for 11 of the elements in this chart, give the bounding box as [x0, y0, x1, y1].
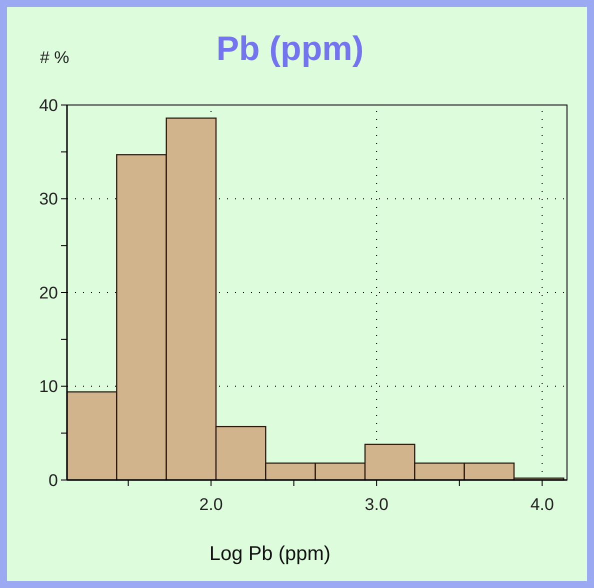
y-tick-label: 10	[39, 377, 58, 396]
chart-title: Pb (ppm)	[216, 30, 364, 68]
x-tick-label: 3.0	[364, 495, 388, 514]
y-tick-label: 30	[39, 190, 58, 209]
x-tick-label: 4.0	[530, 495, 554, 514]
y-tick-label: 0	[48, 470, 58, 490]
x-tick-label: 2.0	[199, 495, 223, 514]
y-tick-label: 20	[39, 283, 58, 302]
y-axis-title: # %	[40, 48, 70, 67]
y-tick-label: 40	[39, 96, 58, 115]
x-axis-title: Log Pb (ppm)	[209, 543, 331, 565]
